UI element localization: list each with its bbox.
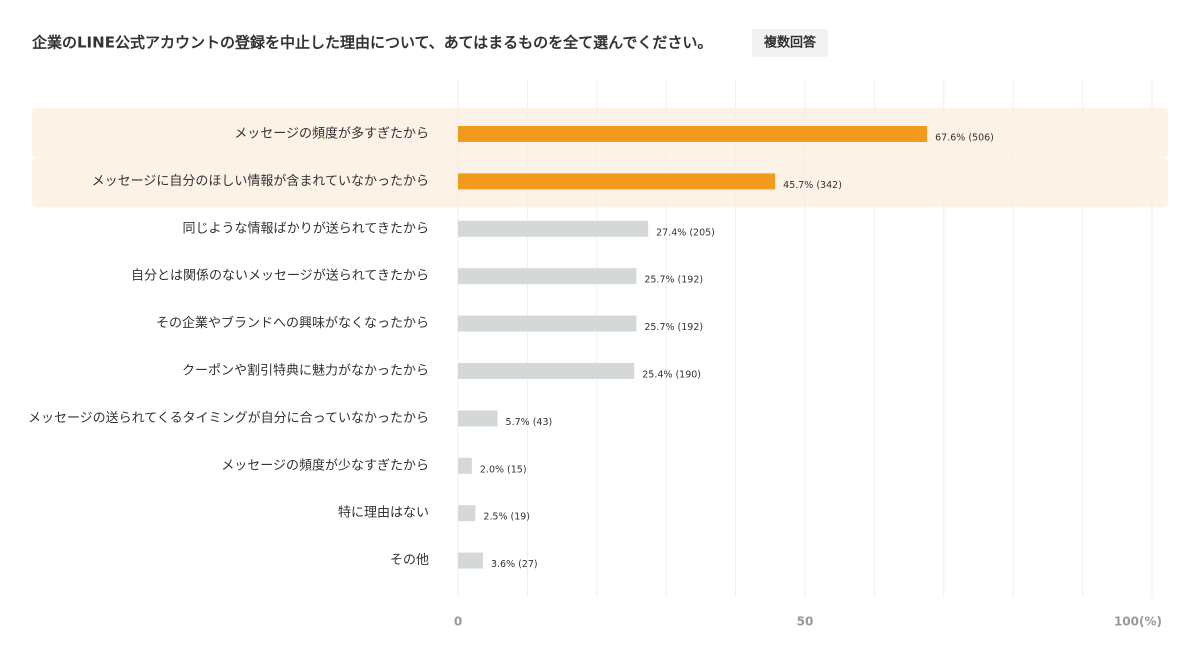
bar [458, 268, 637, 285]
category-label: メッセージの頻度が多すぎたから [234, 126, 429, 142]
badge-bg [752, 29, 828, 57]
bar [458, 552, 483, 569]
category-label: メッセージの送られてくるタイミングが自分に合っていなかったから [28, 411, 429, 426]
bar [458, 505, 476, 522]
value-label: 2.5% (19) [483, 512, 530, 523]
bar [458, 173, 776, 190]
value-label: 27.4% (205) [656, 227, 715, 238]
bar [458, 410, 498, 427]
bar [458, 363, 635, 379]
x-tick-label: 50 [797, 615, 814, 629]
category-label: クーポンや割引特典に魅力がなかったから [182, 363, 429, 379]
value-label: 67.6% (506) [935, 133, 994, 144]
category-label: メッセージの頻度が少なすぎたから [221, 457, 429, 473]
value-label: 25.7% (192) [644, 322, 703, 333]
category-label: 特に理由はない [338, 506, 429, 521]
bar [458, 315, 637, 332]
value-label: 25.4% (190) [642, 370, 701, 381]
chart-title: 企業のLINE公式アカウントの登録を中止した理由について、あてはまるものを全て選… [31, 34, 712, 52]
value-label: 2.0% (15) [480, 464, 527, 475]
category-label: その企業やブランドへの興味がなくなったから [156, 315, 429, 331]
x-tick-label: 100(%) [1114, 615, 1162, 629]
category-label: 自分とは関係のないメッセージが送られてきたから [131, 269, 429, 284]
x-tick-label: 0 [454, 615, 462, 629]
bar [458, 457, 472, 474]
value-label: 3.6% (27) [491, 559, 538, 570]
category-label: メッセージに自分のほしい情報が含まれていなかったから [92, 173, 429, 189]
bar [458, 126, 928, 142]
badge: 複数回答 [763, 35, 817, 51]
category-label: その他 [390, 553, 429, 568]
value-label: 5.7% (43) [506, 417, 553, 428]
value-label: 25.7% (192) [644, 275, 703, 286]
bar [458, 220, 649, 237]
value-label: 45.7% (342) [783, 180, 842, 191]
category-label: 同じような情報ばかりが送られてきたから [183, 221, 429, 236]
